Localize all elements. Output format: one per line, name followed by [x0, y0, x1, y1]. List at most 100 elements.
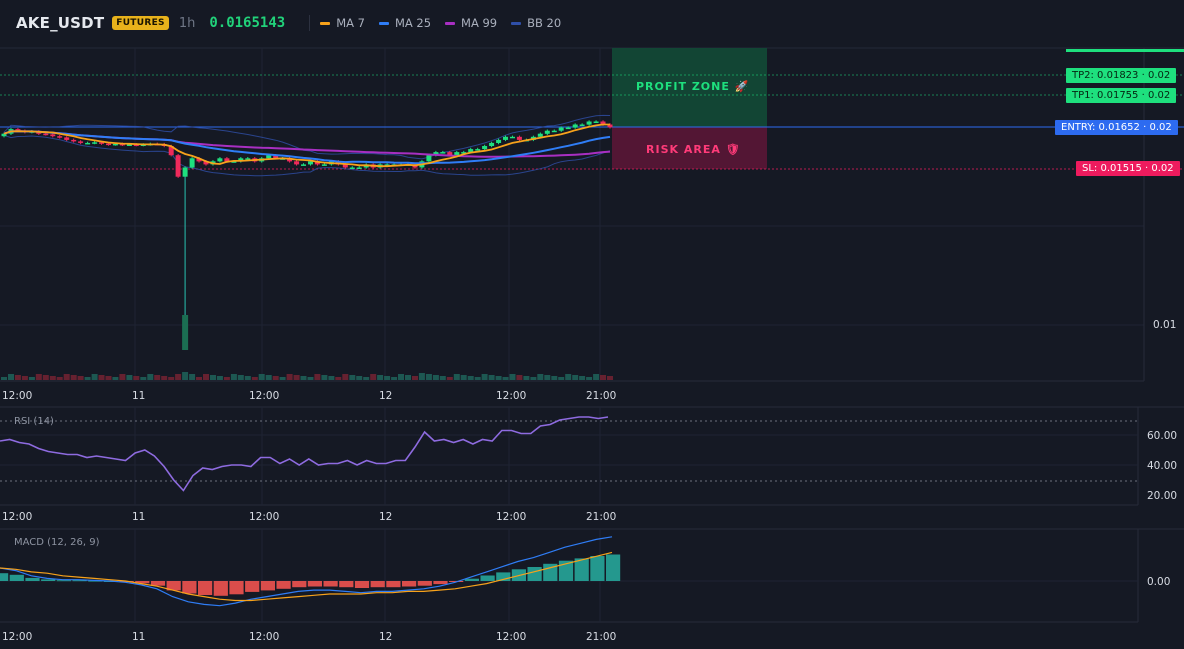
volume-bar	[203, 374, 209, 380]
volume-bar	[300, 376, 307, 380]
volume-bar	[356, 376, 363, 380]
volume-bar	[579, 376, 586, 380]
volume-bar	[105, 376, 112, 380]
candle-body	[607, 124, 613, 128]
time-label-3: 12	[379, 390, 392, 402]
volume-bar	[154, 375, 161, 380]
candle-body	[71, 139, 77, 142]
profit-zone	[612, 48, 767, 127]
time-label-macd-4: 12:00	[496, 631, 526, 643]
macd-histogram-bar	[417, 581, 432, 586]
rsi-tick-40: 40.00	[1147, 460, 1177, 472]
macd-histogram-bar	[433, 581, 448, 585]
candle-body	[593, 121, 599, 123]
time-label-4: 12:00	[496, 390, 526, 402]
candle-body	[119, 143, 125, 146]
volume-bar	[342, 374, 349, 380]
legend-ma25[interactable]: MA 25	[378, 16, 431, 30]
macd-title: MACD (12, 26, 9)	[14, 537, 100, 548]
volume-bar	[328, 376, 335, 380]
volume-bar	[314, 374, 321, 380]
candle-body	[224, 158, 230, 162]
macd-histogram-bar	[402, 581, 417, 587]
volume-bar	[84, 377, 91, 380]
time-label-1: 11	[132, 390, 145, 402]
tp2-tag[interactable]: TP2: 0.01823 · 0.02	[1066, 68, 1177, 83]
price-pane	[1, 114, 613, 380]
legend-ma7[interactable]: MA 7	[320, 16, 365, 30]
volume-bar	[251, 377, 258, 380]
volume-bar	[265, 375, 272, 380]
volume-bar	[28, 377, 35, 380]
volume-bar	[551, 376, 558, 380]
volume-bar	[140, 377, 147, 380]
candle-body	[245, 158, 251, 160]
rsi-pane	[0, 416, 609, 492]
candle-body	[133, 144, 139, 146]
time-label-rsi-2: 12:00	[249, 511, 279, 523]
volume-bar	[182, 372, 189, 380]
candle-body	[217, 158, 223, 162]
candle-body	[516, 136, 522, 140]
candle-body	[168, 146, 174, 156]
volume-bar	[8, 374, 14, 380]
candle-body	[482, 146, 488, 150]
candle-body	[447, 152, 453, 156]
candle-body	[510, 136, 515, 139]
volume-bar	[216, 376, 223, 380]
sl-tag[interactable]: SL: 0.01515 · 0.02	[1076, 161, 1180, 176]
volume-bar	[391, 377, 398, 380]
volume-bar	[432, 375, 439, 380]
candle-body	[203, 161, 209, 165]
ma7-line	[3, 123, 610, 168]
candle-body	[189, 158, 195, 168]
candle-body	[503, 136, 508, 140]
rsi-tick-20: 20.00	[1147, 490, 1177, 502]
last-price: 0.0165143	[209, 15, 286, 31]
legend-ma99[interactable]: MA 99	[445, 16, 497, 30]
interval-selector[interactable]: 1h	[178, 15, 196, 31]
profit-zone-label: PROFIT ZONE 🚀	[636, 80, 750, 93]
candle-body	[461, 152, 467, 154]
candle-body	[64, 137, 70, 140]
symbol-name[interactable]: AKE_USDT	[16, 14, 105, 32]
rsi-tick-60: 60.00	[1147, 430, 1177, 442]
volume-bar	[565, 374, 572, 380]
candle-body	[57, 136, 63, 138]
volume-bar	[237, 375, 244, 380]
volume-bar	[425, 374, 432, 380]
volume-bar	[335, 377, 342, 380]
bb20-swatch-icon	[511, 21, 522, 25]
tp1-text: TP1: 0.01755	[1072, 90, 1139, 101]
candle-body	[314, 161, 320, 165]
volume-bar	[481, 374, 488, 380]
time-label-macd-1: 11	[132, 631, 145, 643]
candle-body	[287, 158, 293, 162]
macd-line	[0, 536, 613, 607]
volume-bar	[286, 374, 293, 380]
legend-ma7-label: MA 7	[336, 16, 365, 30]
candle-body	[565, 127, 571, 130]
volume-bar	[14, 375, 21, 380]
tp1-tag[interactable]: TP1: 0.01755 · 0.02	[1066, 88, 1177, 103]
time-label-rsi-5: 21:00	[586, 511, 616, 523]
macd-histogram-bar	[56, 580, 71, 582]
candle-body	[426, 155, 432, 162]
entry-tag[interactable]: ENTRY: 0.01652 · 0.02	[1055, 120, 1178, 135]
rsi-line	[0, 416, 609, 492]
header-divider	[309, 15, 311, 31]
rsi-title: RSI (14)	[14, 416, 54, 427]
candle-body	[50, 134, 56, 137]
candle-body	[475, 149, 481, 151]
candle-body	[196, 158, 202, 162]
time-label-0: 12:00	[2, 390, 32, 402]
volume-bar	[258, 374, 265, 380]
legend-bb20[interactable]: BB 20	[511, 16, 561, 30]
time-label-5: 21:00	[586, 390, 616, 402]
volume-bar	[189, 374, 196, 380]
volume-bar	[593, 374, 600, 380]
volume-bar	[509, 374, 516, 380]
entry-text: ENTRY: 0.01652	[1061, 122, 1140, 133]
candle-body	[572, 124, 578, 128]
